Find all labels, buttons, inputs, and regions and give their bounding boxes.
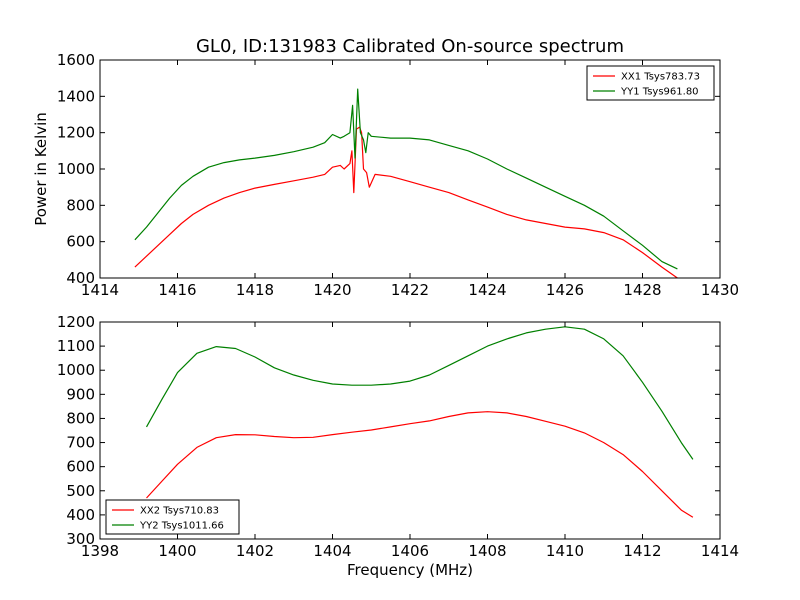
x-tick-label: 1414 bbox=[701, 542, 739, 560]
legend-label: XX2 Tsys710.83 bbox=[140, 506, 219, 517]
x-tick-label: 1410 bbox=[546, 542, 584, 560]
series-line-1 bbox=[134, 126, 678, 279]
y-axis-label: Power in Kelvin bbox=[32, 112, 50, 226]
x-tick-label: 1404 bbox=[313, 542, 351, 560]
legend-label: YY1 Tsys961.80 bbox=[620, 87, 699, 98]
legend-box bbox=[586, 65, 715, 101]
y-tick-label: 600 bbox=[66, 458, 95, 476]
series-line-1 bbox=[146, 411, 694, 518]
x-tick-label: 1412 bbox=[623, 542, 661, 560]
x-tick-label: 1426 bbox=[546, 281, 584, 299]
legend-box bbox=[105, 499, 240, 535]
y-tick-label: 400 bbox=[66, 506, 95, 524]
x-tick-label: 1402 bbox=[236, 542, 274, 560]
legend-label: XX1 Tsys783.73 bbox=[621, 72, 700, 83]
series-line-2 bbox=[134, 88, 678, 270]
y-tick-label: 1000 bbox=[57, 361, 95, 379]
y-tick-label: 1400 bbox=[57, 87, 95, 105]
x-tick-label: 1430 bbox=[701, 281, 739, 299]
y-tick-label: 1100 bbox=[57, 337, 95, 355]
x-axis-label: Frequency (MHz) bbox=[347, 561, 473, 579]
chart-title: GL0, ID:131983 Calibrated On-source spec… bbox=[196, 36, 624, 57]
x-tick-label: 1400 bbox=[158, 542, 196, 560]
y-tick-label: 1600 bbox=[57, 51, 95, 69]
x-tick-label: 1424 bbox=[468, 281, 506, 299]
legend-label: YY2 Tsys1011.66 bbox=[139, 521, 224, 532]
x-tick-label: 1428 bbox=[623, 281, 661, 299]
y-tick-label: 1200 bbox=[57, 313, 95, 331]
x-tick-label: 1406 bbox=[391, 542, 429, 560]
series-line-2 bbox=[145, 326, 694, 460]
x-tick-label: 1416 bbox=[158, 281, 196, 299]
y-tick-label: 600 bbox=[66, 233, 95, 251]
x-tick-label: 1398 bbox=[81, 542, 119, 560]
y-tick-label: 1200 bbox=[57, 124, 95, 142]
x-tick-label: 1408 bbox=[468, 542, 506, 560]
y-tick-label: 300 bbox=[66, 530, 95, 548]
y-tick-label: 500 bbox=[66, 482, 95, 500]
y-tick-label: 800 bbox=[66, 196, 95, 214]
x-tick-label: 1422 bbox=[391, 281, 429, 299]
y-tick-label: 700 bbox=[66, 434, 95, 452]
y-tick-label: 800 bbox=[66, 409, 95, 427]
x-tick-label: 1418 bbox=[236, 281, 274, 299]
x-tick-label: 1414 bbox=[81, 281, 119, 299]
x-tick-label: 1420 bbox=[313, 281, 351, 299]
y-tick-label: 400 bbox=[66, 269, 95, 287]
y-tick-label: 1000 bbox=[57, 160, 95, 178]
y-tick-label: 900 bbox=[66, 385, 95, 403]
